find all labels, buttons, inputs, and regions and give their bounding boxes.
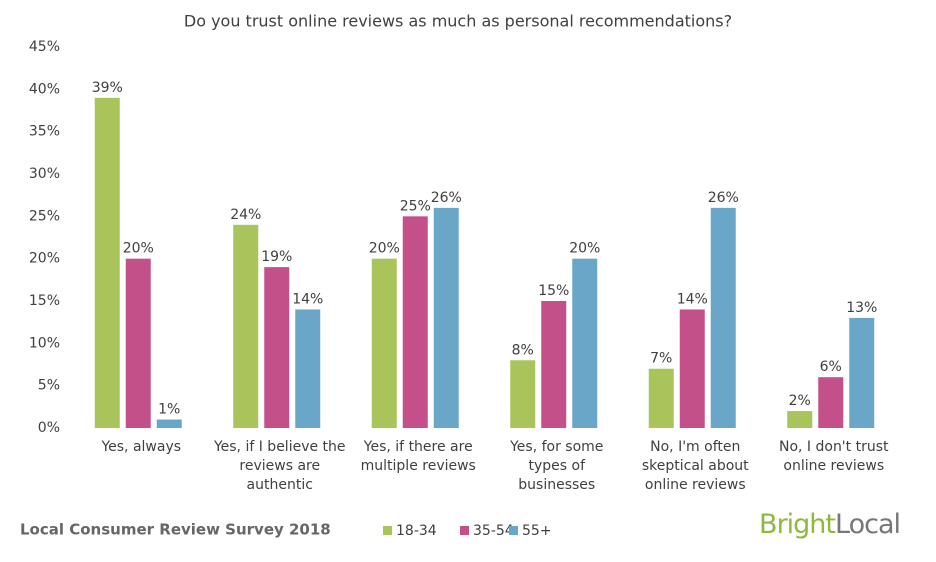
data-label: 1% — [158, 402, 180, 418]
data-label: 20% — [123, 241, 154, 257]
legend-swatch — [383, 526, 392, 535]
y-tick-label: 20% — [29, 251, 60, 267]
bar — [233, 224, 259, 428]
data-label: 14% — [292, 291, 323, 307]
data-label: 7% — [650, 351, 672, 367]
data-label: 8% — [512, 342, 534, 358]
bar — [541, 301, 567, 428]
y-tick-label: 10% — [29, 335, 60, 351]
bar — [710, 207, 736, 428]
legend-label: 35-54 — [473, 523, 514, 539]
bar — [371, 258, 397, 428]
bar — [849, 317, 875, 428]
chart-title: Do you trust online reviews as much as p… — [184, 12, 732, 31]
data-label: 6% — [820, 359, 842, 375]
bar — [572, 258, 598, 428]
y-tick-label: 35% — [29, 124, 60, 140]
data-label: 15% — [538, 283, 569, 299]
legend-label: 55+ — [522, 523, 552, 539]
bar — [679, 309, 705, 428]
data-label: 20% — [369, 241, 400, 257]
bar — [156, 419, 182, 428]
x-tick-label: Yes, always — [101, 439, 182, 455]
legend-swatch — [460, 526, 469, 535]
data-label: 26% — [708, 190, 739, 206]
data-label: 2% — [789, 393, 811, 409]
y-tick-label: 15% — [29, 293, 60, 309]
bar — [402, 216, 428, 428]
y-tick-label: 40% — [29, 81, 60, 97]
bar — [818, 377, 844, 428]
x-tick-label: No, I'm often skeptical about online rev… — [641, 439, 749, 493]
x-tick-label: Yes, if I believe the reviews are authen… — [213, 439, 346, 493]
bar — [433, 207, 459, 428]
data-label: 25% — [400, 198, 431, 214]
bar — [94, 97, 120, 429]
legend-swatch — [509, 526, 518, 535]
data-label: 39% — [92, 80, 123, 96]
bar — [295, 309, 321, 428]
data-label: 14% — [677, 291, 708, 307]
logo-part: Bright — [759, 509, 835, 540]
bar — [510, 360, 536, 428]
x-tick-label: Yes, if there are multiple reviews — [360, 439, 476, 474]
x-tick-label: No, I don't trust online reviews — [778, 439, 889, 474]
source: Local Consumer Review Survey 2018 — [20, 521, 331, 539]
data-label: 20% — [569, 241, 600, 257]
logo: BrightLocal — [759, 509, 900, 540]
bar — [264, 267, 290, 428]
y-tick-label: 45% — [29, 39, 60, 55]
bar — [125, 258, 151, 428]
bar — [648, 368, 674, 428]
logo-part: Local — [835, 509, 900, 540]
data-label: 13% — [846, 300, 877, 316]
data-label: 26% — [431, 190, 462, 206]
y-tick-label: 25% — [29, 208, 60, 224]
x-tick-label: Yes, for some types of businesses — [510, 439, 604, 493]
data-label: 19% — [261, 249, 292, 265]
y-tick-label: 0% — [38, 420, 60, 436]
data-label: 24% — [230, 207, 261, 223]
y-tick-label: 5% — [38, 378, 60, 394]
y-tick-label: 30% — [29, 166, 60, 182]
bar — [787, 411, 813, 428]
legend-label: 18-34 — [396, 523, 437, 539]
